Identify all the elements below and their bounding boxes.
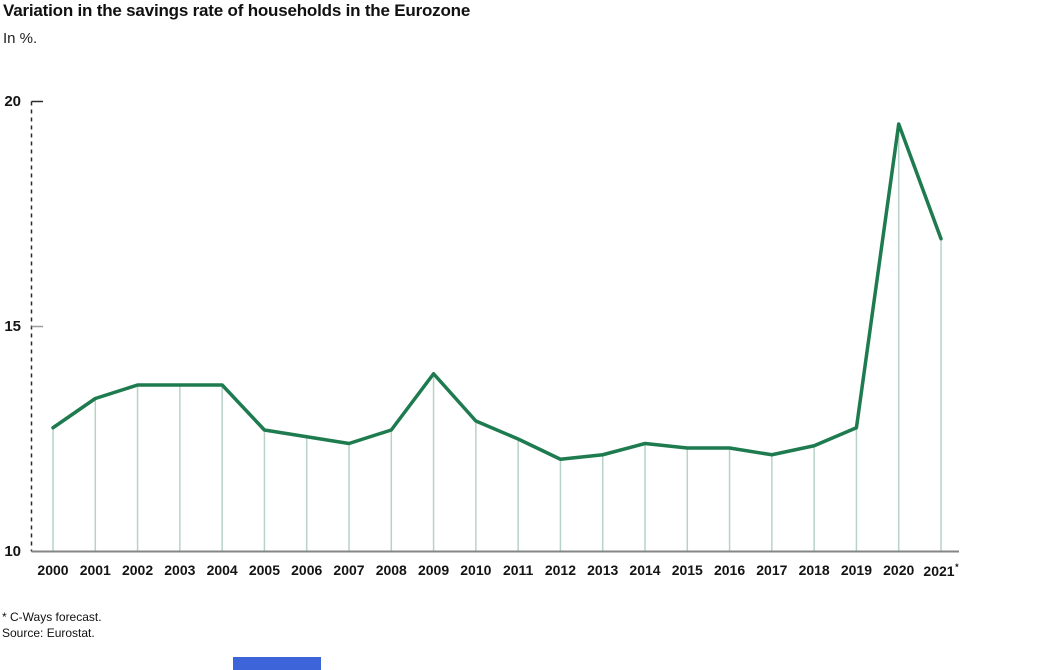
x-tick-label: 2002 (121, 562, 154, 578)
footnote-source: Source: Eurostat. (2, 626, 95, 640)
x-tick-label: 2013 (587, 562, 619, 578)
x-tick-label: 2004 (206, 562, 238, 578)
x-tick-label: 2005 (248, 562, 280, 578)
x-tick-label: 2010 (460, 562, 492, 578)
x-tick-label: 2018 (798, 562, 830, 578)
x-tick-label: 2011 (502, 562, 534, 578)
x-tick-label: 2009 (417, 562, 450, 578)
x-tick-label: 2016 (713, 562, 746, 578)
x-tick-label: 2015 (671, 562, 703, 578)
x-tick-label: 2012 (544, 562, 576, 578)
x-tick-label: 2007 (333, 562, 365, 578)
page-title: Variation in the savings rate of househo… (3, 1, 471, 20)
forecast-asterisk: * (955, 562, 959, 572)
x-tick-label: 2001 (79, 562, 111, 578)
footnote-forecast: * C-Ways forecast. (2, 610, 102, 624)
x-tick-label: 2006 (291, 562, 323, 578)
x-tick-label: 2014 (629, 562, 661, 578)
y-tick-label: 10 (4, 542, 21, 560)
footnotes: * C-Ways forecast. Source: Eurostat. (2, 609, 102, 641)
x-tick-label: 2017 (756, 562, 788, 578)
x-tick-label: 2000 (37, 562, 69, 578)
x-tick-label: 2021* (923, 562, 959, 579)
x-tick-label: 2003 (164, 562, 196, 578)
y-tick-label: 15 (4, 317, 21, 335)
chart-unit-label: In %. (3, 30, 38, 47)
y-tick-label: 20 (4, 92, 21, 110)
brand-bar (233, 657, 321, 670)
x-tick-label: 2020 (883, 562, 915, 578)
savings-rate-line (51, 122, 943, 461)
x-tick-label: 2019 (840, 562, 872, 578)
x-tick-label: 2008 (375, 562, 407, 578)
